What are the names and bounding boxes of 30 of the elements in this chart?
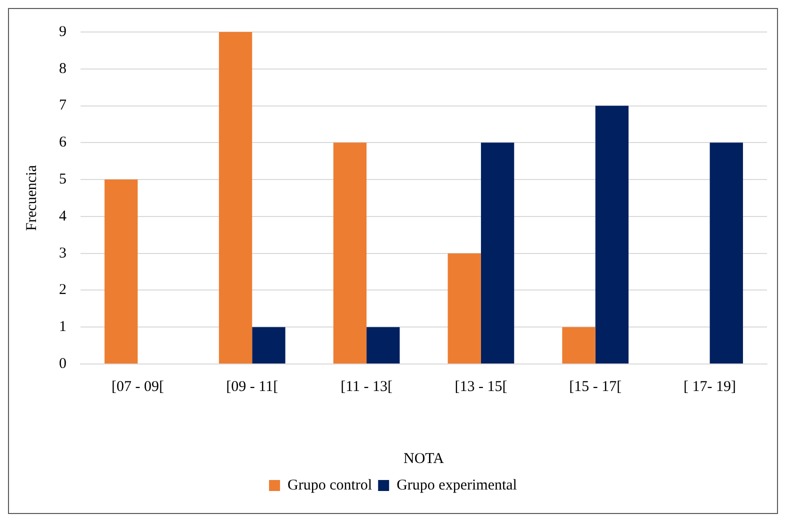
bar (710, 142, 743, 364)
legend-label: Grupo control (288, 477, 372, 494)
x-tick-label: [07 - 09[ (111, 378, 164, 395)
y-axis-title: Frecuencia (24, 164, 40, 231)
x-tick-label: [15 - 17[ (569, 378, 622, 395)
y-tick-label: 9 (59, 24, 66, 40)
bar (480, 142, 514, 364)
y-tick-label: 4 (59, 208, 67, 224)
bar (366, 327, 400, 364)
x-tick-label: [09 - 11[ (226, 378, 278, 395)
bar (562, 327, 596, 364)
y-tick-label: 2 (59, 282, 66, 298)
bar (333, 142, 367, 364)
x-axis-title: NOTA (404, 450, 444, 467)
x-tick-label: [13 - 15[ (454, 378, 508, 395)
legend-label: Grupo experimental (396, 477, 517, 494)
y-tick-label: 5 (59, 171, 66, 188)
y-tick-label: 1 (59, 319, 66, 336)
bar (448, 253, 481, 364)
bar (104, 180, 138, 364)
y-tick-label: 8 (59, 60, 66, 77)
bar (595, 106, 629, 364)
y-tick-label: 6 (59, 134, 67, 151)
y-tick-label: 7 (59, 98, 67, 114)
x-tick-label: [11 - 13[ (340, 378, 393, 395)
x-tick-label: [ 17- 19] (684, 378, 736, 395)
bar (252, 327, 286, 364)
bar (218, 32, 252, 364)
y-tick-label: 0 (59, 356, 66, 372)
y-tick-label: 3 (59, 245, 66, 262)
